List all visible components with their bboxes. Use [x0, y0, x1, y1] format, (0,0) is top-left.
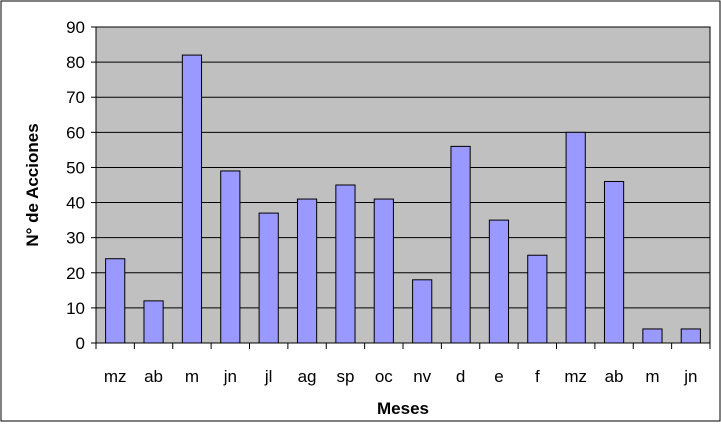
x-tick-label: e: [494, 367, 503, 386]
x-tick-label: ab: [144, 367, 163, 386]
bar: [603, 180, 625, 344]
y-tick-label: 80: [66, 53, 85, 72]
bar: [220, 170, 241, 344]
x-tick-label: nv: [413, 367, 431, 386]
bar: [181, 54, 203, 344]
x-tick-label: m: [645, 367, 659, 386]
bar: [335, 184, 356, 344]
x-tick-label: d: [456, 367, 465, 386]
bar: [488, 219, 510, 344]
bar: [565, 131, 586, 344]
x-tick-label: ag: [298, 367, 317, 386]
x-axis-title: Meses: [377, 399, 429, 418]
x-tick-label: ab: [605, 367, 624, 386]
y-tick-label: 0: [76, 334, 85, 353]
y-tick-labels: 0 10 20 30 40 50 60 70 80 90: [66, 18, 85, 353]
x-tick-label: sp: [336, 367, 354, 386]
y-axis-title: N° de Acciones: [23, 123, 42, 246]
bar: [105, 258, 126, 344]
y-tick-label: 90: [66, 18, 85, 37]
bars: [105, 54, 701, 344]
bar: [527, 254, 548, 344]
bar: [258, 212, 279, 344]
y-tick-label: 30: [66, 229, 85, 248]
y-tick-label: 40: [66, 194, 85, 213]
bar: [642, 328, 663, 344]
x-tick-label: mz: [104, 367, 127, 386]
x-tick-label: mz: [564, 367, 587, 386]
bar: [373, 198, 394, 344]
y-tick-label: 50: [66, 158, 85, 177]
x-tick-label: jn: [223, 367, 237, 386]
bar: [412, 279, 433, 344]
x-tick-label: jl: [264, 367, 273, 386]
x-tick-labels: mz ab m jn jl ag sp oc nv d e f mz ab m jn: [104, 367, 698, 386]
x-tick-label: oc: [375, 367, 393, 386]
y-tick-label: 20: [66, 264, 85, 283]
bar: [450, 145, 471, 344]
bar: [296, 198, 318, 344]
axes: [91, 26, 711, 349]
y-tick-label: 70: [66, 88, 85, 107]
y-tick-label: 10: [66, 299, 85, 318]
bar: [680, 328, 701, 344]
x-tick-label: m: [185, 367, 199, 386]
x-tick-label: f: [535, 367, 540, 386]
y-tick-label: 60: [66, 123, 85, 142]
bar: [143, 300, 164, 344]
x-tick-label: jn: [683, 367, 697, 386]
